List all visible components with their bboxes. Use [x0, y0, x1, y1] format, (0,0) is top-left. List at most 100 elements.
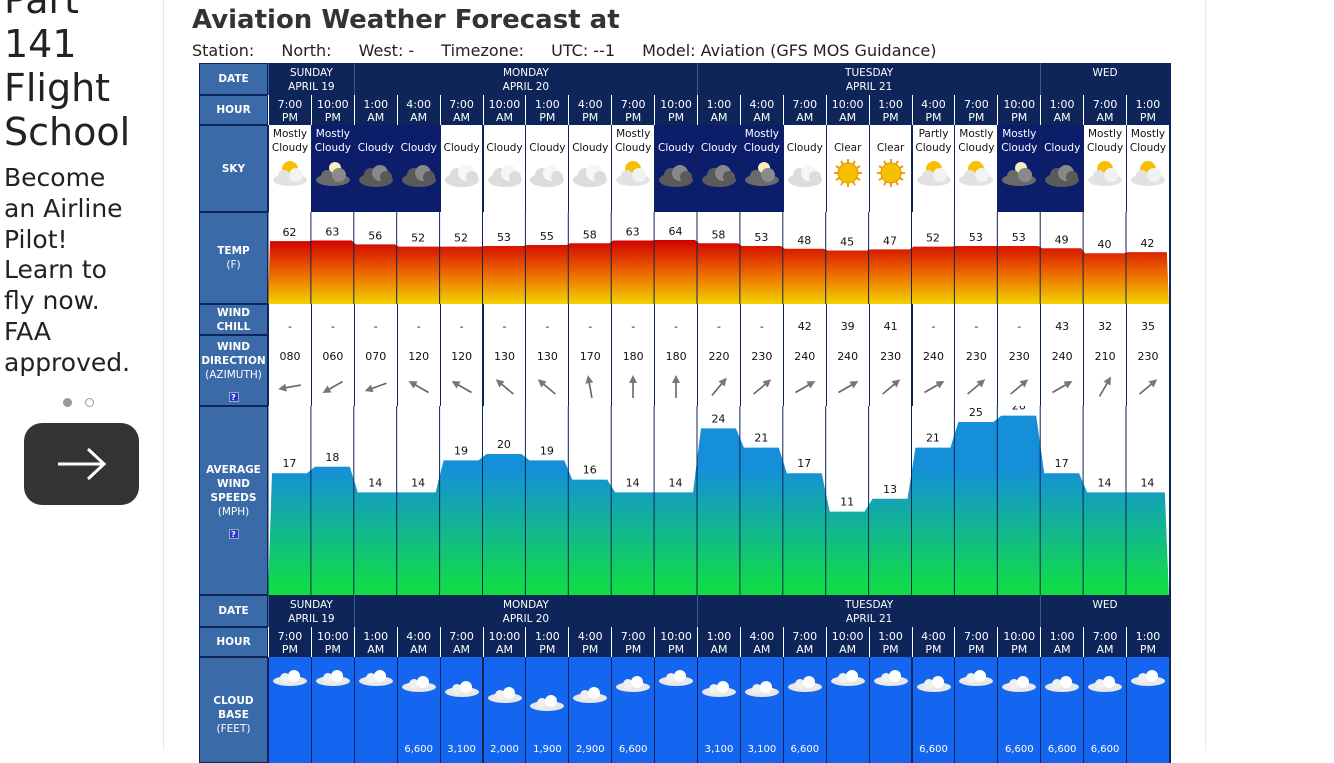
ad-body-line[interactable]: Learn to: [4, 255, 107, 285]
wind-chill-cell: -: [396, 304, 440, 335]
wind-chill-value: -: [459, 320, 464, 333]
ad-title-line[interactable]: Flight: [4, 66, 111, 110]
wind-dir-unit: (AZIMUTH): [205, 369, 262, 381]
ad-body-line[interactable]: an Airline: [4, 193, 123, 223]
west-label: West: -: [358, 41, 415, 60]
hour-label-text: HOUR: [216, 104, 251, 116]
wind-arrow-icon: [1052, 381, 1073, 394]
hour-ampm: AM: [453, 111, 471, 124]
wind-speed-value: 17: [797, 457, 811, 470]
wind-speed-label-3: SPEEDS: [210, 491, 257, 504]
hour-time: 10:00: [316, 630, 349, 643]
wind-speed-value: 14: [669, 476, 683, 489]
wind-chill-value: -: [288, 320, 292, 333]
cloud-base-label-1: CLOUD: [213, 695, 254, 707]
wind-chill-cell: -: [310, 304, 354, 335]
wind-chill-cell: -: [697, 304, 740, 335]
cloud-base-cell: 3,100: [697, 657, 740, 763]
wind-speed-value: 18: [325, 451, 339, 464]
row-label-sky: SKY: [199, 125, 268, 212]
temperature-svg: 62 63 56 52 52 53 55 58 63 64 58 53 48 45 47 52 53 53 49 40…: [267, 212, 1169, 304]
hour-ampm: AM: [453, 643, 471, 656]
hour-ampm: PM: [281, 643, 298, 656]
ad-body-line[interactable]: fly now.: [4, 286, 100, 316]
hour-time: 4:00: [749, 98, 775, 111]
wind-direction-cell: 120: [396, 335, 440, 406]
cloud-icon: [530, 165, 565, 187]
hour-ampm: AM: [410, 643, 428, 656]
ad-title-line[interactable]: 141: [4, 22, 77, 66]
sky-condition: Mostly Cloudy: [271, 128, 309, 154]
help-icon[interactable]: ?: [228, 392, 239, 402]
wind-direction-value: 170: [579, 350, 601, 363]
hour-cell: 10:00 AM: [825, 95, 869, 125]
hour-time: 1:00: [1049, 98, 1075, 111]
sky-cell: Mostly Cloudy: [954, 125, 998, 212]
cloud-base-cell: 6,600: [782, 657, 826, 763]
temperature-value: 53: [969, 231, 983, 244]
ad-next-button[interactable]: [24, 423, 139, 505]
row-label-wind-direction: WIND DIRECTION (AZIMUTH) ?: [199, 335, 268, 406]
hour-ampm: AM: [796, 111, 814, 124]
temperature-value: 53: [497, 231, 511, 244]
hour-ampm: PM: [925, 111, 942, 124]
wind-chill-cell: -: [654, 304, 697, 335]
cloud-icon: [702, 681, 736, 697]
wind-chill-value: 32: [1098, 320, 1113, 333]
hour-label-text: HOUR: [216, 636, 251, 648]
hour-cell: 4:00 PM: [568, 95, 612, 125]
ad-body-line[interactable]: Pilot!: [4, 224, 68, 254]
wind-speed-value: 26: [1012, 406, 1026, 413]
wind-arrow-icon: [967, 379, 986, 395]
hour-ampm: AM: [1053, 643, 1071, 656]
wind-arrow-icon: [1098, 376, 1112, 397]
ad-title-line[interactable]: School: [4, 110, 131, 154]
hour-cell: 7:00 PM: [611, 627, 655, 657]
day-name: MONDAY: [502, 67, 549, 79]
wind-direction-cell: 230: [739, 335, 783, 406]
ad-body-text[interactable]: Become an Airline Pilot! Learn to fly now. FA…: [4, 163, 159, 379]
ad-body-line[interactable]: Become: [4, 163, 106, 192]
temperature-value: 55: [540, 230, 554, 243]
carousel-dot-active[interactable]: [63, 398, 72, 407]
day-header: MONDAY APRIL 20: [353, 595, 697, 627]
day-header: TUESDAY APRIL 21: [697, 63, 1041, 95]
cloud-icon: [744, 681, 779, 697]
sky-condition: Cloudy: [700, 142, 738, 154]
hour-time: 10:00: [488, 630, 521, 643]
cloud-base-cell: 6,600: [1040, 657, 1084, 763]
sky-condition: Mostly Cloudy: [1129, 128, 1167, 154]
wind-speed-value: 11: [840, 496, 854, 509]
sky-cell: Cloudy: [568, 125, 612, 212]
wind-direction-value: 180: [665, 350, 687, 363]
day-header: MONDAY APRIL 20: [353, 63, 697, 95]
hour-ampm: AM: [710, 643, 728, 656]
wind-chill-cell: -: [439, 304, 483, 335]
sky-cell: Mostly Cloudy: [268, 125, 311, 212]
carousel-dot[interactable]: [85, 398, 94, 407]
wind-chill-value: -: [373, 320, 378, 333]
help-icon[interactable]: ?: [228, 528, 239, 539]
cloud-icon: [530, 695, 565, 711]
arrow-right-icon: [58, 447, 107, 481]
wind-speed-value: 13: [883, 483, 897, 496]
ad-title-line[interactable]: Part: [4, 0, 80, 22]
cloud-icon: [830, 670, 865, 686]
model-label: Model: Aviation (GFS MOS Guidance): [642, 41, 937, 60]
hour-time: 10:00: [831, 98, 864, 111]
wind-chill-label-2: CHILL: [216, 320, 251, 333]
ad-title[interactable]: Part 141 Flight School: [4, 0, 159, 154]
hour-ampm: PM: [1139, 111, 1156, 124]
ad-carousel-dots[interactable]: [63, 392, 107, 411]
sky-condition: Cloudy: [529, 142, 566, 154]
panel-divider: [163, 0, 164, 750]
ad-body-line[interactable]: FAA: [4, 316, 51, 346]
hour-time: 10:00: [488, 98, 521, 111]
hour-cell: 10:00 PM: [310, 627, 354, 657]
hour-cell: 7:00 AM: [439, 95, 483, 125]
row-label-date-2: DATE: [199, 595, 268, 627]
day-header: TUESDAY APRIL 21: [697, 595, 1041, 627]
wind-direction-cell: 230: [954, 335, 998, 406]
wind-arrow-icon: [585, 375, 594, 398]
ad-body-line[interactable]: approved.: [4, 347, 131, 377]
